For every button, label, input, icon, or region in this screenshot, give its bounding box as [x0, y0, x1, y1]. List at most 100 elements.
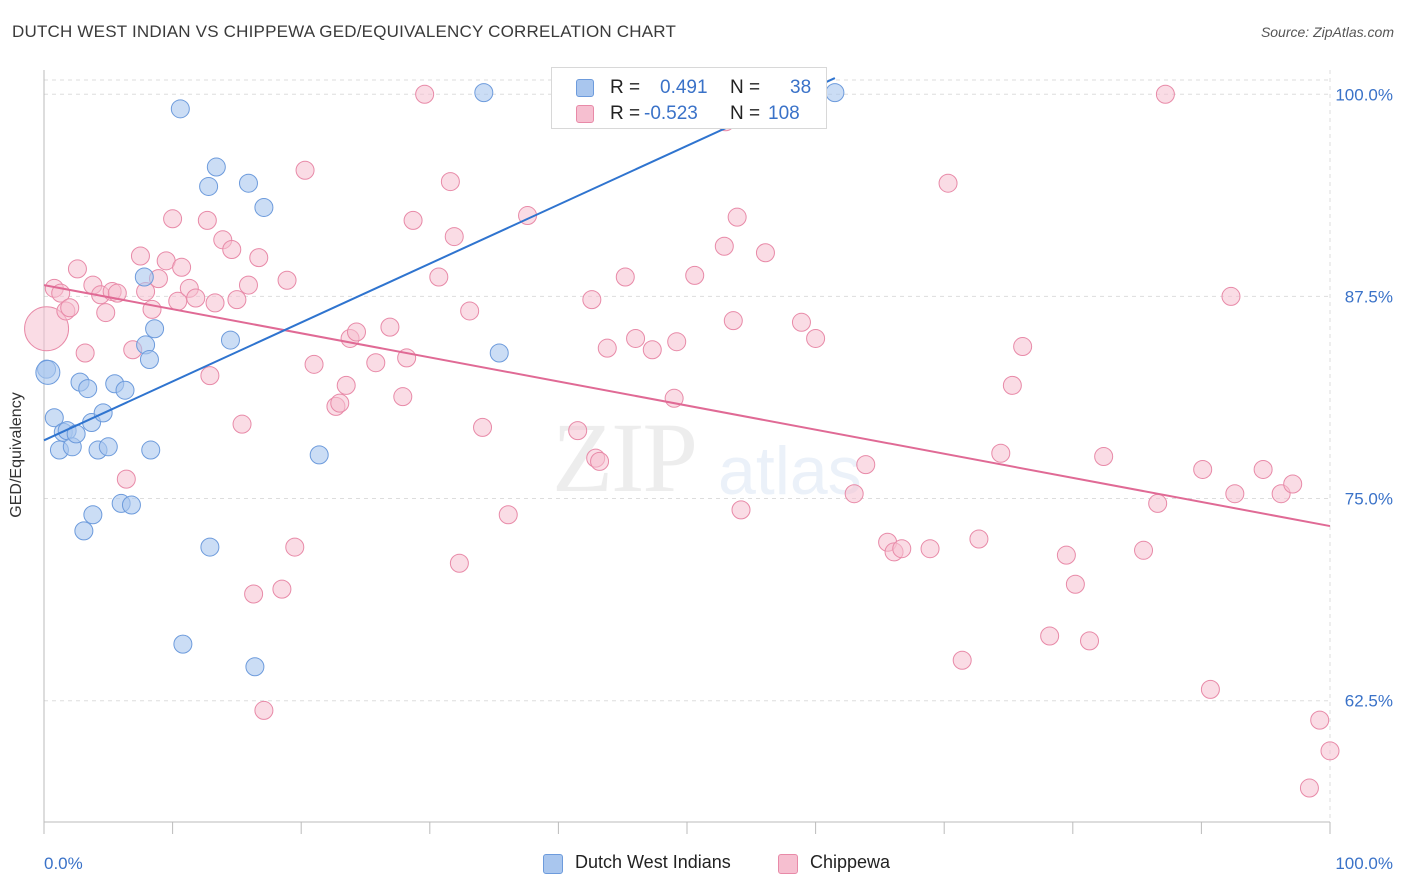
x-tick-label: 100.0%: [1335, 854, 1393, 873]
chippewa-point: [597, 338, 617, 358]
watermark-zip: ZIP: [552, 402, 698, 513]
dutch-west-indians-point: [309, 445, 329, 465]
chippewa-point: [449, 553, 469, 573]
chippewa-point: [723, 311, 743, 331]
dutch-west-indians-point: [141, 440, 161, 460]
chippewa-point: [615, 267, 635, 287]
chippewa-point: [444, 227, 464, 247]
chippewa-point: [142, 299, 162, 319]
chippewa-point: [163, 209, 183, 229]
chippewa-point: [67, 259, 87, 279]
legend-row-dutch-west-indians: R = 0.491 N = 38: [552, 74, 826, 102]
chippewa-point: [1200, 679, 1220, 699]
tick-labels: 62.5% 75.0% 87.5% 100.0% 0.0% 100.0%: [44, 85, 1393, 873]
chippewa-point: [75, 343, 95, 363]
pink-swatch: [778, 854, 798, 874]
y-tick-label: 87.5%: [1345, 287, 1393, 306]
y-tick-label: 100.0%: [1335, 85, 1393, 104]
dutch-west-indians-point: [115, 380, 135, 400]
chippewa-point: [626, 328, 646, 348]
chippewa-point: [952, 650, 972, 670]
chippewa-points: [24, 84, 1340, 798]
chippewa-point: [856, 455, 876, 475]
chippewa-point: [330, 393, 350, 413]
chippewa-point: [254, 700, 274, 720]
dutch-west-indians-point: [200, 537, 220, 557]
dutch-west-indians-point: [78, 379, 98, 399]
source-label: Source: ZipAtlas.com: [1260, 24, 1394, 40]
watermark-atlas: atlas: [718, 433, 862, 509]
y-tick-label: 62.5%: [1345, 692, 1393, 711]
chippewa-point: [295, 160, 315, 180]
chippewa-point: [60, 298, 80, 318]
dutch-west-indians-point: [134, 267, 154, 287]
chippewa-point: [1221, 286, 1241, 306]
chippewa-point: [200, 366, 220, 386]
chippewa-point: [205, 293, 225, 313]
dutch-west-indians-point: [206, 157, 226, 177]
legend-label: Dutch West Indians: [575, 852, 731, 872]
legend-r-value: -0.523: [644, 103, 698, 124]
chippewa-point: [227, 290, 247, 310]
chippewa-point: [1056, 545, 1076, 565]
chippewa-point: [498, 505, 518, 525]
dutch-west-indians-trend-line: [43, 77, 836, 442]
chippewa-point: [96, 303, 116, 323]
chippewa-point: [1310, 710, 1330, 730]
y-axis-title: GED/Equivalency: [8, 392, 25, 518]
chippewa-point: [346, 322, 366, 342]
chippewa-point: [1148, 493, 1168, 513]
dutch-west-indians-point: [474, 83, 494, 103]
chippewa-point: [590, 451, 610, 471]
chippewa-point: [582, 290, 602, 310]
chippewa-point: [991, 443, 1011, 463]
dutch-west-indians-point: [220, 330, 240, 350]
chippewa-point: [755, 243, 775, 263]
chippewa-point: [304, 354, 324, 374]
chippewa-point: [667, 332, 687, 352]
dutch-west-indians-point: [245, 657, 265, 677]
legend-r-label: R =: [610, 77, 641, 98]
chippewa-point: [440, 172, 460, 192]
correlation-legend: R = 0.491 N = 38 R = -0.523 N = 108: [551, 67, 827, 129]
chippewa-point: [366, 353, 386, 373]
dutch-west-indians-point: [170, 99, 190, 119]
chippewa-point: [685, 265, 705, 285]
legend-r-label: R =: [610, 103, 641, 124]
chippewa-point: [1225, 484, 1245, 504]
chippewa-point: [1283, 474, 1303, 494]
chippewa-point: [285, 537, 305, 557]
dutch-west-indians-point: [145, 319, 165, 339]
dutch-west-indians-point: [173, 634, 193, 654]
chippewa-point: [186, 288, 206, 308]
chippewa-point: [1320, 741, 1340, 761]
dutch-west-indians-point: [98, 437, 118, 457]
chippewa-trend-line: [43, 284, 1331, 528]
y-tick-label: 75.0%: [1345, 490, 1393, 509]
dutch-west-indians-point: [121, 495, 141, 515]
chippewa-point: [130, 246, 150, 266]
axes: [43, 70, 1331, 834]
chart-title: DUTCH WEST INDIAN VS CHIPPEWA GED/EQUIVA…: [12, 22, 677, 41]
chippewa-point: [727, 207, 747, 227]
chippewa-point: [244, 584, 264, 604]
chippewa-point: [920, 539, 940, 559]
trend-lines: [43, 77, 1331, 528]
chippewa-point: [1094, 447, 1114, 467]
dutch-west-indians-point: [83, 505, 103, 525]
dutch-west-indians-point: [489, 343, 509, 363]
legend-n-label: N =: [730, 77, 761, 98]
chippewa-point: [249, 248, 269, 268]
dutch-west-indians-points: [35, 83, 845, 677]
chippewa-point: [222, 240, 242, 260]
legend-r-value: 0.491: [660, 77, 708, 98]
chippewa-point: [1002, 375, 1022, 395]
chippewa-point: [806, 328, 826, 348]
chippewa-point: [1134, 540, 1154, 560]
dutch-west-indians-point: [35, 359, 61, 385]
legend-n-label: N =: [730, 103, 761, 124]
legend-label: Chippewa: [810, 852, 891, 872]
chippewa-point: [1080, 631, 1100, 651]
chippewa-point: [116, 469, 136, 489]
